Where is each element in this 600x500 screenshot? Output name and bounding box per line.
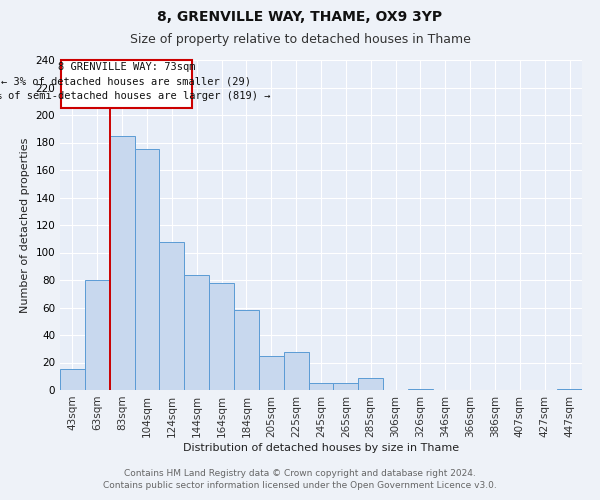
Text: 8 GRENVILLE WAY: 73sqm
← 3% of detached houses are smaller (29)
96% of semi-deta: 8 GRENVILLE WAY: 73sqm ← 3% of detached … xyxy=(0,62,270,101)
Bar xyxy=(60,370,85,390)
Bar xyxy=(209,283,234,390)
Bar xyxy=(334,383,358,390)
Text: Contains HM Land Registry data © Crown copyright and database right 2024.
Contai: Contains HM Land Registry data © Crown c… xyxy=(103,468,497,490)
Bar xyxy=(184,274,209,390)
Y-axis label: Number of detached properties: Number of detached properties xyxy=(20,138,30,312)
Bar xyxy=(85,280,110,390)
Bar xyxy=(61,60,192,108)
Bar xyxy=(308,383,334,390)
Bar xyxy=(284,352,308,390)
Bar xyxy=(160,242,184,390)
Bar xyxy=(358,378,383,390)
X-axis label: Distribution of detached houses by size in Thame: Distribution of detached houses by size … xyxy=(183,442,459,452)
Text: Size of property relative to detached houses in Thame: Size of property relative to detached ho… xyxy=(130,32,470,46)
Bar xyxy=(259,356,284,390)
Bar xyxy=(557,388,582,390)
Text: 8, GRENVILLE WAY, THAME, OX9 3YP: 8, GRENVILLE WAY, THAME, OX9 3YP xyxy=(157,10,443,24)
Bar xyxy=(234,310,259,390)
Bar xyxy=(134,150,160,390)
Bar xyxy=(110,136,134,390)
Bar xyxy=(408,388,433,390)
